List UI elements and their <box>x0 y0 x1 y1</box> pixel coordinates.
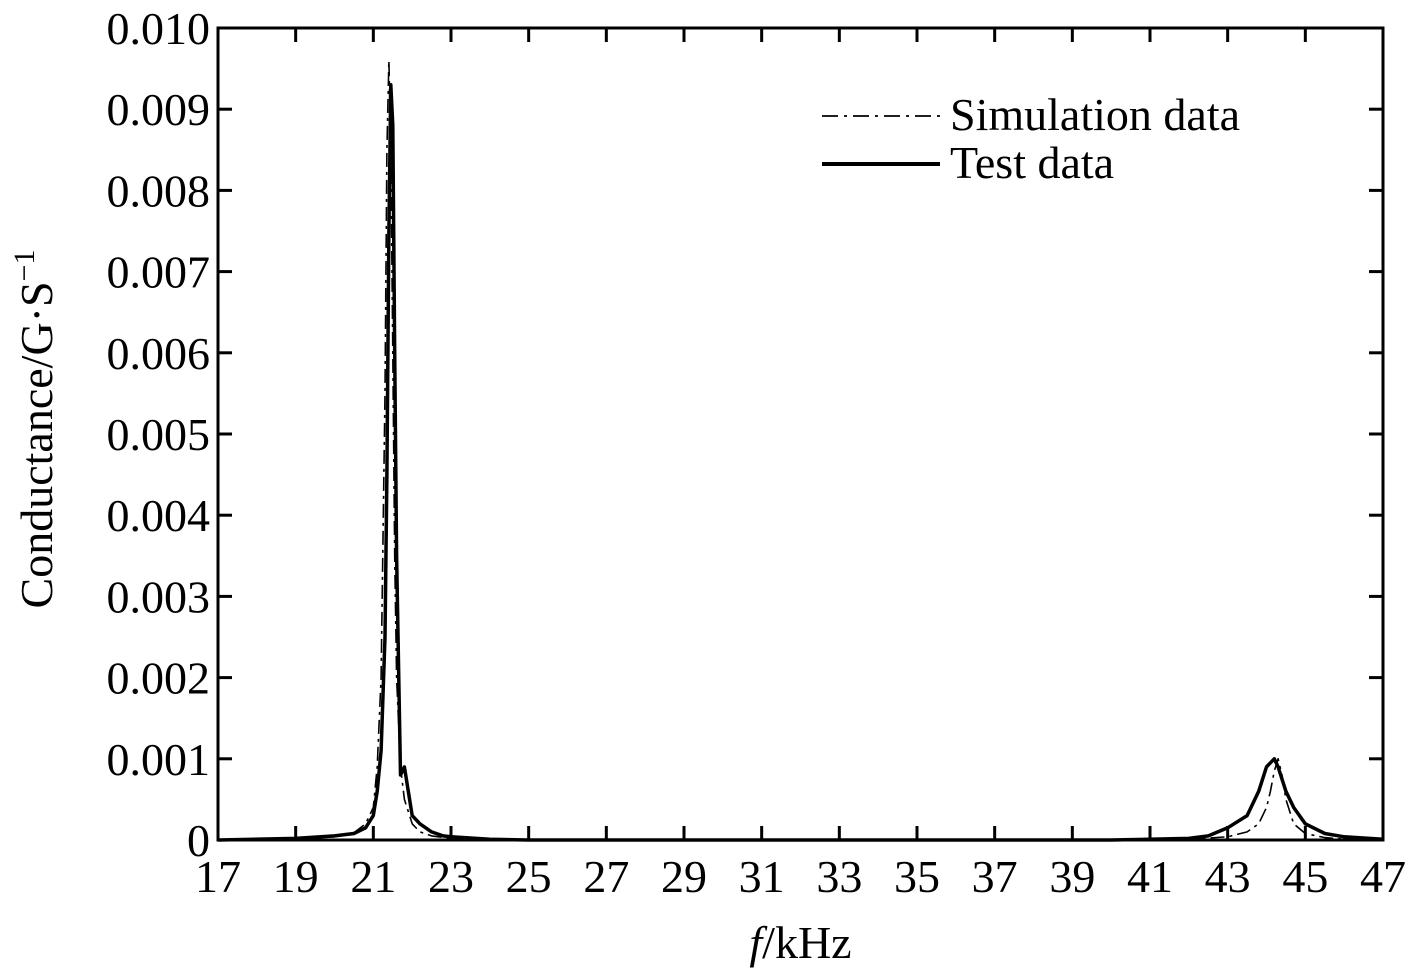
x-tick-label: 43 <box>1205 851 1251 902</box>
x-tick-label: 25 <box>506 851 552 902</box>
legend-simulation-label: Simulation data <box>950 89 1240 140</box>
x-tick-label: 21 <box>350 851 396 902</box>
y-tick-label: 0.005 <box>107 409 211 460</box>
tick-labels: 17 19 21 23 25 27 29 31 33 35 37 39 41 43 45 47 0 0.001 0.… <box>107 3 1407 902</box>
x-tick-label: 45 <box>1282 851 1328 902</box>
y-tick-label: 0.010 <box>107 3 211 54</box>
y-tick-label: 0.002 <box>107 653 211 704</box>
y-tick-label: 0.004 <box>107 490 211 541</box>
series-test-line <box>217 83 1384 842</box>
x-tick-label: 41 <box>1127 851 1173 902</box>
x-tick-label: 33 <box>816 851 862 902</box>
y-tick-label: 0.006 <box>107 328 211 379</box>
x-tick-label: 19 <box>273 851 319 902</box>
series-simulation-line <box>217 59 1384 841</box>
x-tick-label: 35 <box>894 851 940 902</box>
y-tick-label: 0.003 <box>107 571 211 622</box>
legend-test-label: Test data <box>950 137 1114 188</box>
x-axis-title: f/kHz <box>749 917 851 968</box>
y-tick-label: 0.001 <box>107 734 211 785</box>
y-axis-label-main: Conductance/G·S <box>11 281 62 608</box>
legend: Simulation data Test data <box>822 89 1240 188</box>
y-tick-label: 0 <box>187 815 210 866</box>
x-tick-label: 39 <box>1049 851 1095 902</box>
x-tick-label: 37 <box>972 851 1018 902</box>
x-tick-label: 17 <box>195 851 241 902</box>
y-axis-label-superscript: −1 <box>8 250 41 282</box>
y-tick-label: 0.008 <box>107 165 211 216</box>
x-tick-label: 31 <box>739 851 785 902</box>
x-axis-unit: /kHz <box>762 917 851 968</box>
x-tick-label: 23 <box>428 851 474 902</box>
x-tick-label: 47 <box>1360 851 1406 902</box>
y-tick-label: 0.009 <box>107 84 211 135</box>
x-tick-label: 29 <box>661 851 707 902</box>
x-tick-label: 27 <box>583 851 629 902</box>
y-axis-title: Conductance/G·S−1 <box>8 250 62 609</box>
series-layer <box>217 59 1384 842</box>
y-tick-label: 0.007 <box>107 247 211 298</box>
axis-ticks <box>216 26 1385 842</box>
plot-frame <box>216 26 1385 842</box>
